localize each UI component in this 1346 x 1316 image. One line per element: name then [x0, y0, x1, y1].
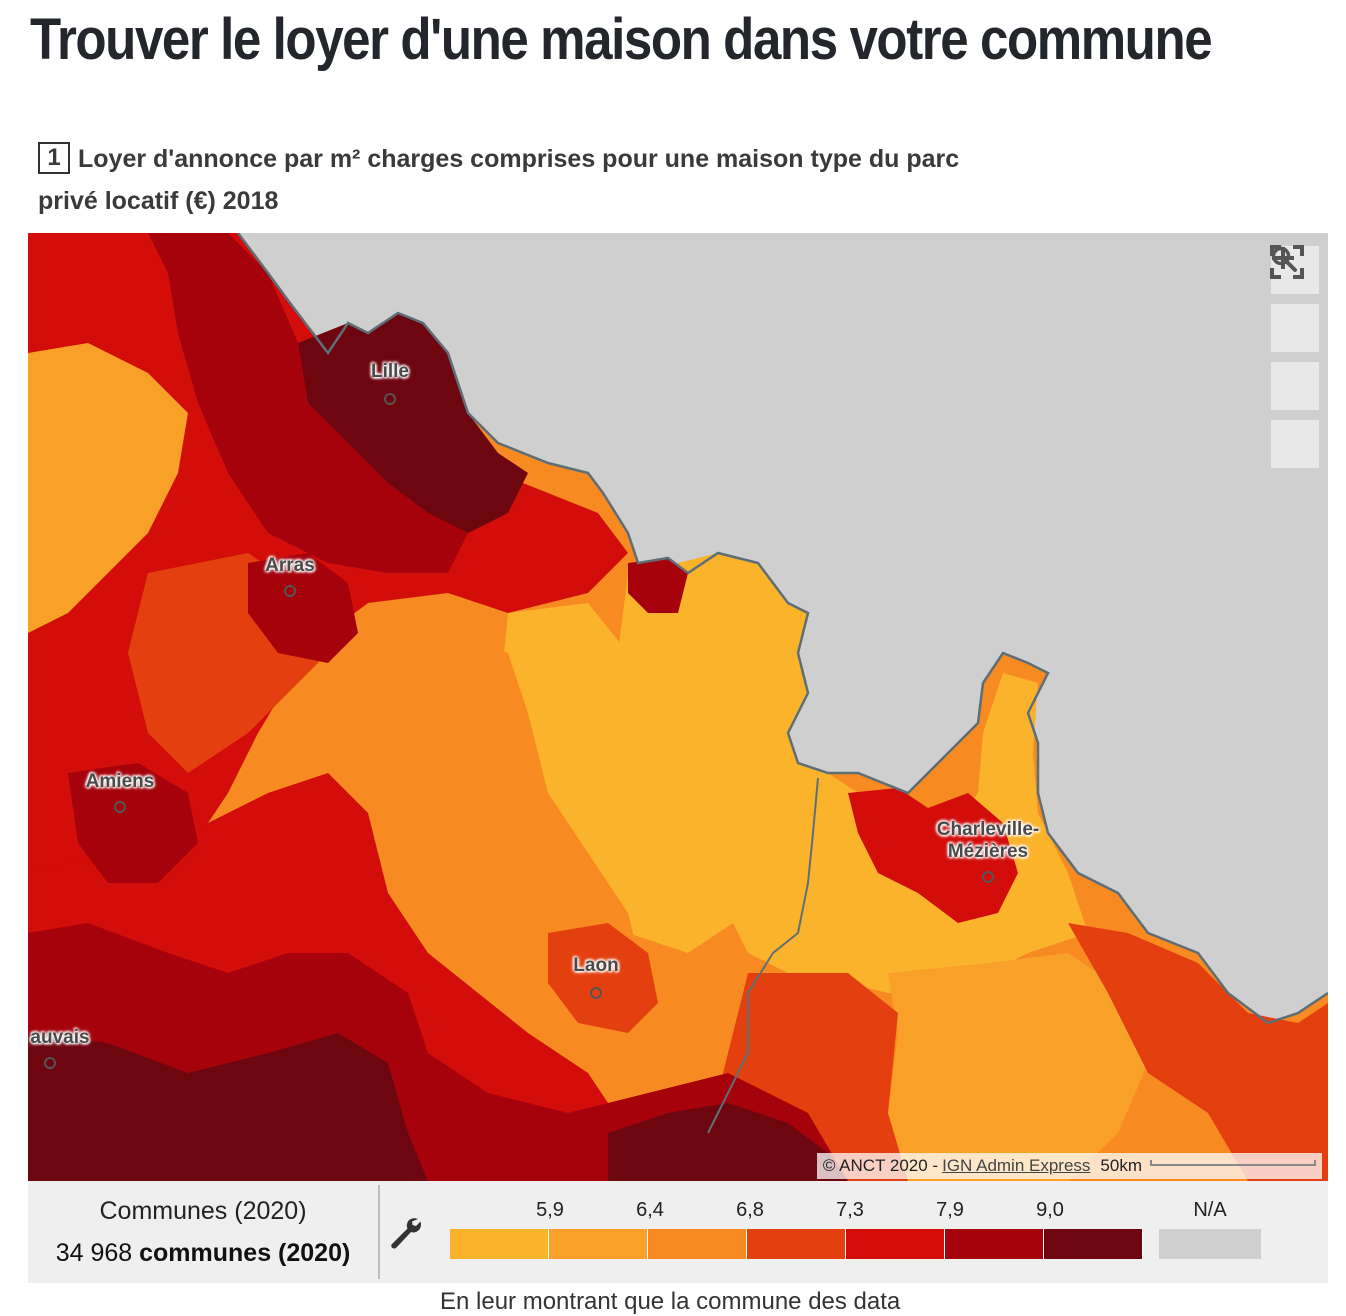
- footer-text: En leur montrant que la commune des data: [440, 1288, 901, 1315]
- city-dot: [284, 585, 296, 597]
- scale-label: 50km: [1100, 1156, 1142, 1175]
- region-laon: [548, 923, 658, 1033]
- attribution-source-link[interactable]: IGN Admin Express: [942, 1156, 1091, 1175]
- legend-color-scale: [450, 1229, 1143, 1259]
- region-southwest-darkest: [28, 1033, 428, 1181]
- city-label: Laon: [573, 955, 619, 976]
- region-southeast-mid: [888, 953, 1148, 1181]
- fullscreen-icon: [1270, 245, 1304, 279]
- city-dot: [982, 871, 994, 883]
- region-charleville: [848, 788, 1018, 923]
- legend-swatch: [450, 1229, 549, 1259]
- region-north-orange: [28, 343, 188, 633]
- page-title: Trouver le loyer d'une maison dans votre…: [30, 7, 1213, 72]
- zoom-out-button[interactable]: [1270, 256, 1320, 353]
- legend-na-swatch: [1159, 1229, 1261, 1259]
- legend-tick-label: 7,3: [836, 1199, 864, 1221]
- region-amiens-dark: [68, 763, 198, 883]
- legend-swatch: [846, 1229, 945, 1259]
- attribution-copyright: © ANCT 2020 -: [822, 1156, 939, 1175]
- layer-count-label: communes (2020): [139, 1239, 351, 1267]
- scale-bar: [1150, 1160, 1316, 1166]
- region-south-darkest: [608, 1103, 848, 1181]
- map-heading-line2: privé locatif (€) 2018: [38, 187, 279, 215]
- region-east-dark-orange: [1068, 923, 1328, 1181]
- legend-swatch: [648, 1229, 747, 1259]
- legend-panel: Communes (2020) 34 968 communes (2020) 5…: [28, 1181, 1328, 1283]
- legend-tick-label: 6,8: [736, 1199, 764, 1221]
- city-dot: [44, 1057, 56, 1069]
- layer-info: Communes (2020) 34 968 communes (2020): [28, 1181, 378, 1283]
- legend-swatch: [549, 1229, 648, 1259]
- search-button[interactable]: [1270, 246, 1320, 411]
- city-label: Arras: [265, 555, 315, 576]
- region-east-light-2: [498, 603, 748, 953]
- city-label: Lille: [370, 361, 410, 382]
- city-dot: [590, 987, 602, 999]
- layer-count-number: 34 968: [55, 1239, 133, 1267]
- region-lille-ring: [148, 233, 468, 573]
- map-attribution: © ANCT 2020 - IGN Admin Express 50km: [816, 1153, 1322, 1179]
- map-number-badge: 1: [38, 142, 70, 174]
- map-canvas[interactable]: [28, 233, 1328, 1181]
- legend-swatch: [1044, 1229, 1143, 1259]
- wrench-icon[interactable]: [388, 1215, 424, 1251]
- map-heading: 1 Loyer d'annonce par m² charges comprise…: [38, 138, 1118, 222]
- legend-na-label: N/A: [1193, 1199, 1227, 1221]
- legend-tick-label: 7,9: [936, 1199, 964, 1221]
- department-border: [707, 777, 819, 1134]
- minus-icon: [1272, 256, 1294, 260]
- region-northeast-dark: [628, 558, 688, 613]
- city-label: Amiens: [85, 771, 155, 792]
- legend-divider: [378, 1185, 380, 1279]
- region-arras-dark: [248, 553, 358, 663]
- city-dot: [114, 801, 126, 813]
- city-label: auvais: [30, 1027, 90, 1048]
- layer-name: Communes (2020): [99, 1197, 307, 1225]
- map-controls: [1270, 245, 1320, 477]
- fullscreen-button[interactable]: [1270, 245, 1320, 469]
- legend-tick-label: 6,4: [636, 1199, 664, 1221]
- choropleth-map[interactable]: Lille Arras Amiens Charleville- Mézières…: [28, 233, 1328, 1181]
- legend-swatch: [945, 1229, 1044, 1259]
- city-dot: [384, 393, 396, 405]
- national-border: [237, 233, 1328, 1025]
- city-label: Charleville- Mézières: [936, 819, 1040, 862]
- layer-count: 34 968 communes (2020): [28, 1239, 378, 1268]
- legend-swatch: [747, 1229, 846, 1259]
- legend-tick-label: 9,0: [1036, 1199, 1064, 1221]
- region-lille-dark: [298, 313, 528, 533]
- map-heading-line1: Loyer d'annonce par m² charges comprises…: [78, 145, 960, 173]
- legend-tick-label: 5,9: [536, 1199, 564, 1221]
